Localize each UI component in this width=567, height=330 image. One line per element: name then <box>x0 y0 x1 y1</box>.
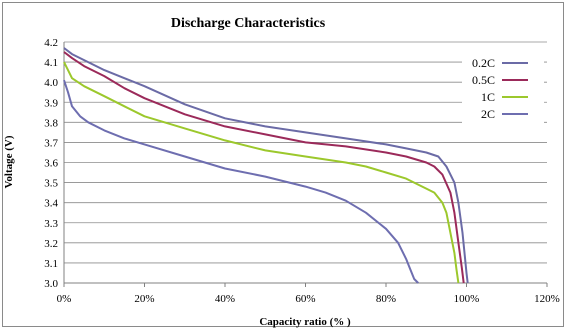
y-tick-label: 3.6 <box>44 158 58 170</box>
legend-background <box>462 52 544 128</box>
x-tick-label: 80% <box>376 293 396 305</box>
legend: 0.2C 0.5C 1C 2C <box>472 56 528 121</box>
x-tick-label: 100% <box>454 293 480 305</box>
series-layer <box>63 47 469 284</box>
series-line-0-2c <box>63 47 469 284</box>
series-line-1c <box>63 61 460 284</box>
y-tick-label: 3.0 <box>44 278 58 290</box>
y-tick-label: 4.2 <box>44 37 58 49</box>
y-tick-label: 4.0 <box>44 77 58 89</box>
y-tick-label: 3.5 <box>44 178 58 190</box>
series-line-0-5c <box>63 51 465 284</box>
series-line-2c <box>63 79 419 284</box>
y-tick-label: 3.7 <box>44 137 58 149</box>
chart-title: Discharge Characteristics <box>171 16 326 31</box>
y-tick-label: 3.8 <box>44 117 58 129</box>
y-tick-label: 3.4 <box>44 198 58 210</box>
x-tick-label: 20% <box>134 293 154 305</box>
legend-label: 0.5C <box>472 73 495 87</box>
y-tick-label: 3.2 <box>44 238 58 250</box>
y-axis-title: Voltage (V) <box>3 135 15 188</box>
x-tick-label: 40% <box>215 293 235 305</box>
x-tick-label: 120% <box>534 293 560 305</box>
legend-label: 1C <box>481 90 495 104</box>
legend-label: 0.2C <box>472 56 495 70</box>
y-tick-label: 4.1 <box>44 57 58 69</box>
axis-layer: 3.0 3.1 3.2 3.3 3.4 3.5 3.6 3.7 3.8 3.9 4.0 4.1 4.2 0… <box>44 37 560 305</box>
y-tick-label: 3.9 <box>44 97 58 109</box>
x-axis-title: Capacity ratio (% ) <box>259 316 351 328</box>
y-tick-label: 3.1 <box>44 258 58 270</box>
x-tick-label: 0% <box>57 293 72 305</box>
y-tick-label: 3.3 <box>44 218 58 230</box>
legend-label: 2C <box>481 107 495 121</box>
x-tick-label: 60% <box>295 293 315 305</box>
